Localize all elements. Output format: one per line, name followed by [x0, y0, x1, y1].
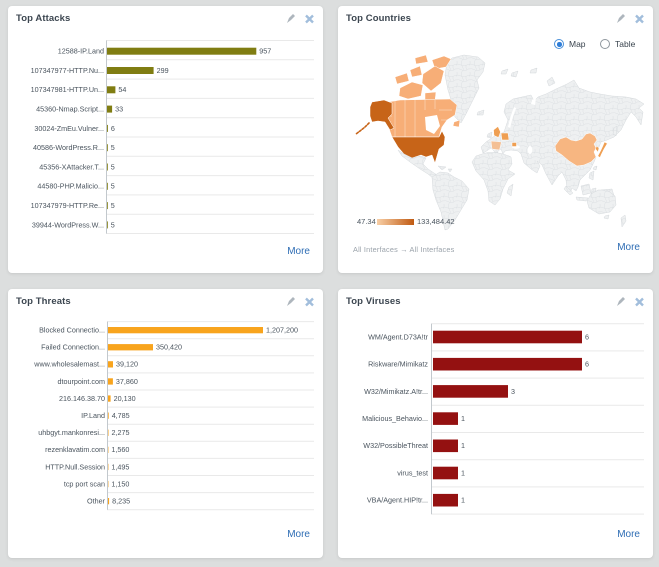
svg-text:uhbgyt.mankonresi...: uhbgyt.mankonresi... — [38, 428, 105, 437]
svg-text:957: 957 — [259, 47, 271, 56]
svg-text:5: 5 — [111, 182, 115, 191]
svg-text:37,860: 37,860 — [116, 377, 138, 386]
svg-text:6: 6 — [585, 332, 589, 341]
svg-text:5: 5 — [111, 220, 115, 229]
svg-text:3: 3 — [511, 387, 515, 396]
svg-text:5: 5 — [111, 143, 115, 152]
svg-text:107347981-HTTP.Un...: 107347981-HTTP.Un... — [31, 85, 104, 94]
svg-text:33: 33 — [115, 105, 123, 114]
svg-text:1: 1 — [461, 496, 465, 505]
svg-text:2,275: 2,275 — [112, 428, 130, 437]
svg-text:39,120: 39,120 — [116, 360, 138, 369]
svg-text:HTTP.Null.Session: HTTP.Null.Session — [45, 462, 105, 471]
svg-text:6: 6 — [585, 360, 589, 369]
svg-text:350,420: 350,420 — [156, 343, 182, 352]
svg-text:45356-XAttacker.T...: 45356-XAttacker.T... — [39, 162, 104, 171]
svg-text:dtourpoint.com: dtourpoint.com — [57, 377, 105, 386]
svg-text:1,560: 1,560 — [111, 445, 129, 454]
svg-text:Malicious_Behavio...: Malicious_Behavio... — [362, 414, 428, 423]
svg-text:216.146.38.70: 216.146.38.70 — [59, 394, 105, 403]
svg-text:1,150: 1,150 — [111, 479, 129, 488]
svg-text:W32/Mimikatz.A!tr...: W32/Mimikatz.A!tr... — [364, 387, 428, 396]
svg-text:WM/Agent.D73A!tr: WM/Agent.D73A!tr — [368, 332, 429, 341]
svg-text:VBA/Agent.HIP!tr...: VBA/Agent.HIP!tr... — [367, 496, 428, 505]
svg-text:tcp port scan: tcp port scan — [64, 479, 105, 488]
svg-text:4,785: 4,785 — [112, 411, 130, 420]
svg-text:40586-WordPress.R...: 40586-WordPress.R... — [33, 143, 104, 152]
svg-text:1,495: 1,495 — [111, 462, 129, 471]
svg-text:20,130: 20,130 — [114, 394, 136, 403]
svg-text:1,207,200: 1,207,200 — [266, 326, 298, 335]
svg-text:Failed Connection...: Failed Connection... — [41, 343, 105, 352]
svg-text:45360-Nmap.Script...: 45360-Nmap.Script... — [36, 105, 104, 114]
svg-text:8,235: 8,235 — [112, 497, 130, 506]
svg-text:Blocked Connectio...: Blocked Connectio... — [39, 326, 105, 335]
svg-text:5: 5 — [111, 201, 115, 210]
svg-text:1: 1 — [461, 468, 465, 477]
svg-text:44580-PHP.Malicio...: 44580-PHP.Malicio... — [37, 182, 104, 191]
svg-text:39944-WordPress.W...: 39944-WordPress.W... — [32, 220, 104, 229]
svg-text:107347979-HTTP.Re...: 107347979-HTTP.Re... — [31, 201, 104, 210]
svg-text:rezenklavatim.com: rezenklavatim.com — [45, 445, 105, 454]
svg-text:6: 6 — [111, 124, 115, 133]
svg-text:1: 1 — [461, 414, 465, 423]
svg-text:IP.Land: IP.Land — [81, 411, 105, 420]
svg-text:54: 54 — [118, 85, 126, 94]
svg-text:299: 299 — [157, 66, 169, 75]
svg-text:Riskware/Mimikatz: Riskware/Mimikatz — [368, 360, 428, 369]
svg-text:W32/PossibleThreat: W32/PossibleThreat — [363, 441, 428, 450]
svg-text:12588-IP.Land: 12588-IP.Land — [58, 47, 104, 56]
svg-text:30024-ZmEu.Vulner...: 30024-ZmEu.Vulner... — [34, 124, 104, 133]
svg-text:Other: Other — [87, 497, 106, 506]
svg-text:www.wholesalemast...: www.wholesalemast... — [33, 360, 105, 369]
svg-text:virus_test: virus_test — [397, 468, 428, 477]
svg-text:1: 1 — [461, 441, 465, 450]
svg-text:107347977-HTTP.Nu...: 107347977-HTTP.Nu... — [31, 66, 104, 75]
svg-text:5: 5 — [111, 162, 115, 171]
